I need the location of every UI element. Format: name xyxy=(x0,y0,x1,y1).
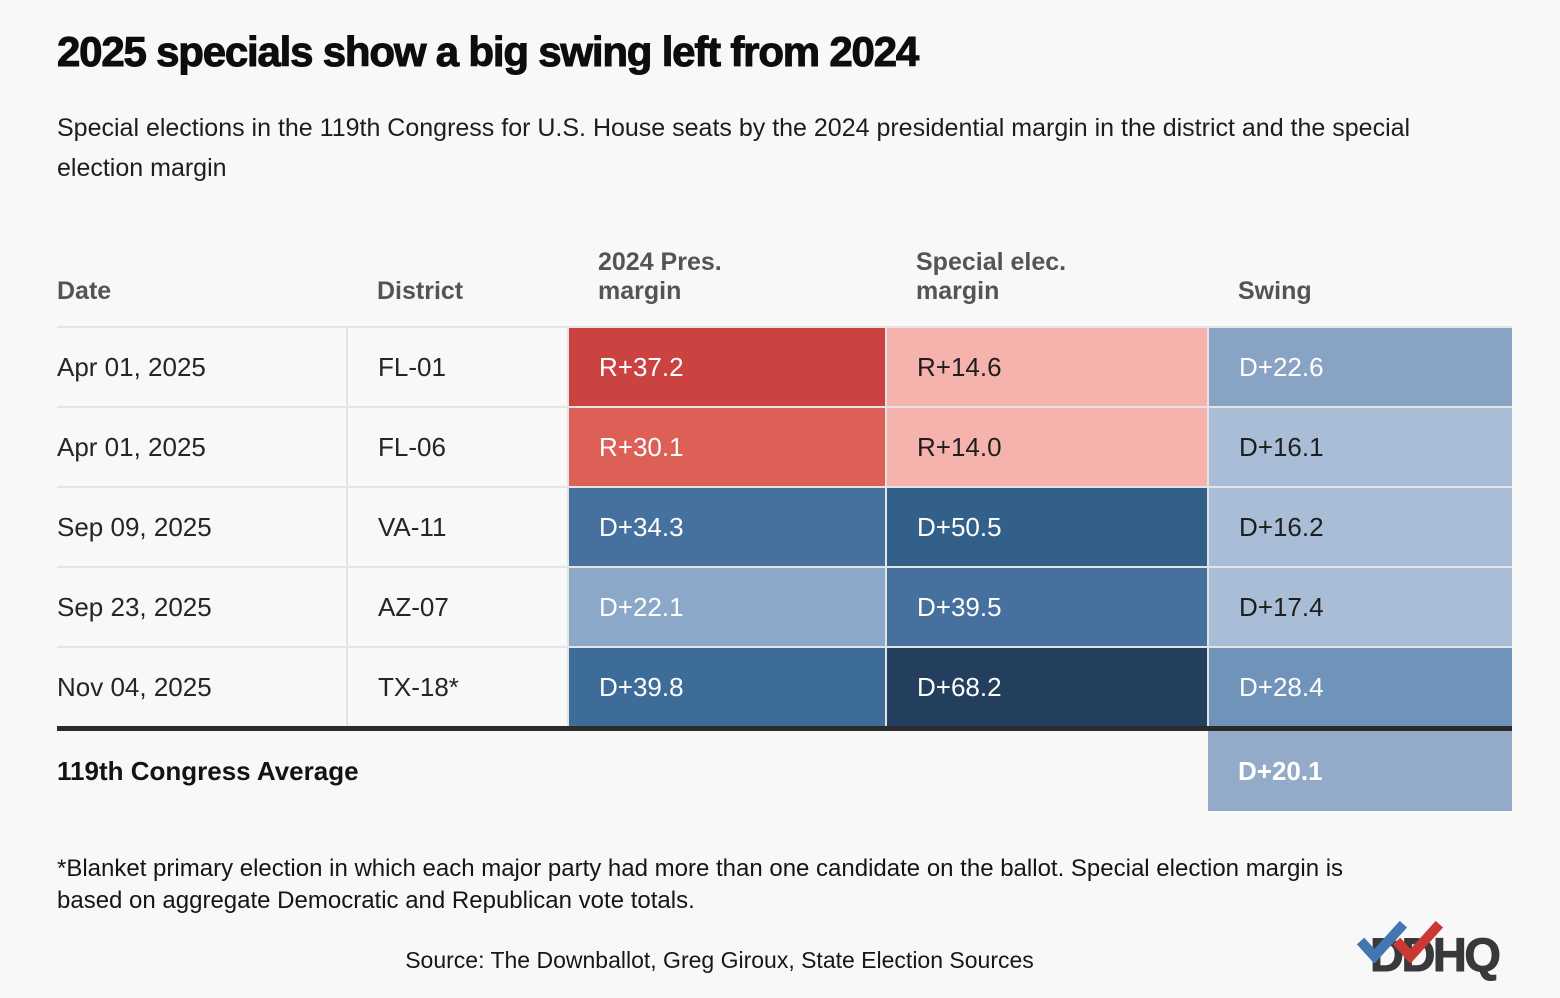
swing-cell: D+28.4 xyxy=(1207,646,1512,731)
date-cell: Nov 04, 2025 xyxy=(57,646,348,731)
column-header-2: 2024 Pres. margin xyxy=(598,248,722,305)
source-row: Source: The Downballot, Greg Giroux, Sta… xyxy=(57,920,1512,998)
district-cell: FL-06 xyxy=(346,406,569,488)
pres-margin-cell: D+34.3 xyxy=(567,486,887,568)
date-cell: Sep 23, 2025 xyxy=(57,566,348,648)
district-cell: FL-01 xyxy=(346,326,569,408)
swing-cell: D+16.2 xyxy=(1207,486,1512,568)
column-header-3: Special elec. margin xyxy=(916,248,1067,305)
special-margin-cell: R+14.0 xyxy=(885,406,1209,488)
column-header-0: Date xyxy=(57,277,112,305)
date-cell: Apr 01, 2025 xyxy=(57,406,348,488)
page-subtitle: Special elections in the 119th Congress … xyxy=(57,114,1411,182)
district-cell: VA-11 xyxy=(346,486,569,568)
ddhq-logo-text: DDHQ xyxy=(1369,928,1501,982)
pres-margin-cell: R+30.1 xyxy=(567,406,887,488)
footnote: *Blanket primary election in which each … xyxy=(57,855,1344,914)
column-header-1: District xyxy=(377,277,464,305)
pres-margin-cell: R+37.2 xyxy=(567,326,887,408)
ddhq-logo: DDHQ xyxy=(1356,920,1512,987)
table-row: Nov 04, 2025 TX-18* D+39.8 D+68.2 D+28.4 xyxy=(57,646,1512,731)
district-cell: AZ-07 xyxy=(346,566,569,648)
date-cell: Apr 01, 2025 xyxy=(57,326,348,408)
special-margin-cell: D+50.5 xyxy=(885,486,1209,568)
page-title: 2025 specials show a big swing left from… xyxy=(57,28,920,76)
table-row: Sep 23, 2025 AZ-07 D+22.1 D+39.5 D+17.4 xyxy=(57,566,1512,648)
column-header-4: Swing xyxy=(1238,277,1312,305)
pres-margin-cell: D+22.1 xyxy=(567,566,887,648)
table-row: Apr 01, 2025 FL-01 R+37.2 R+14.6 D+22.6 xyxy=(57,326,1512,408)
swing-cell: D+22.6 xyxy=(1207,326,1512,408)
date-cell: Sep 09, 2025 xyxy=(57,486,348,568)
special-margin-cell: D+68.2 xyxy=(885,646,1209,731)
average-swing-value: D+20.1 xyxy=(1208,728,1512,811)
table-header-row: Date District 2024 Pres. margin Special ele… xyxy=(57,234,1512,327)
special-elections-table: Date District 2024 Pres. margin Special ele… xyxy=(57,234,1512,811)
swing-cell: D+17.4 xyxy=(1207,566,1512,648)
special-margin-cell: R+14.6 xyxy=(885,326,1209,408)
average-row: 119th Congress Average D+20.1 xyxy=(57,728,1512,811)
pres-margin-cell: D+39.8 xyxy=(567,646,887,731)
district-cell: TX-18* xyxy=(346,646,569,731)
swing-cell: D+16.1 xyxy=(1207,406,1512,488)
special-margin-cell: D+39.5 xyxy=(885,566,1209,648)
average-label: 119th Congress Average xyxy=(57,755,359,786)
table-row: Apr 01, 2025 FL-06 R+30.1 R+14.0 D+16.1 xyxy=(57,406,1512,488)
source-text: Source: The Downballot, Greg Giroux, Sta… xyxy=(405,947,1034,973)
table-row: Sep 09, 2025 VA-11 D+34.3 D+50.5 D+16.2 xyxy=(57,486,1512,568)
